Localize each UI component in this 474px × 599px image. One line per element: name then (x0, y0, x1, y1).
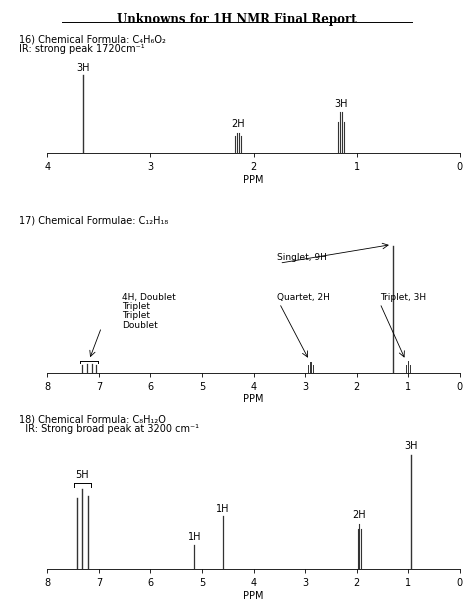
Text: Singlet, 9H: Singlet, 9H (277, 253, 327, 262)
Text: 1H: 1H (188, 532, 201, 542)
Text: Quartet, 2H: Quartet, 2H (277, 292, 329, 301)
X-axis label: PPM: PPM (243, 591, 264, 599)
Text: 16) Chemical Formula: C₄H₆O₂: 16) Chemical Formula: C₄H₆O₂ (19, 35, 166, 45)
Text: IR: strong peak 1720cm⁻¹: IR: strong peak 1720cm⁻¹ (19, 44, 145, 55)
Text: Triplet: Triplet (122, 311, 150, 320)
X-axis label: PPM: PPM (243, 174, 264, 184)
Text: 3H: 3H (404, 441, 418, 452)
Text: 3H: 3H (335, 99, 348, 109)
Text: 1H: 1H (216, 504, 229, 514)
Text: 3H: 3H (77, 63, 90, 73)
Text: Triplet: Triplet (122, 302, 150, 311)
Text: 17) Chemical Formulae: C₁₂H₁₈: 17) Chemical Formulae: C₁₂H₁₈ (19, 216, 168, 226)
Text: 5H: 5H (76, 470, 89, 480)
Text: 2H: 2H (231, 119, 245, 129)
Text: Unknowns for 1H NMR Final Report: Unknowns for 1H NMR Final Report (117, 13, 357, 26)
Text: IR: Strong broad peak at 3200 cm⁻¹: IR: Strong broad peak at 3200 cm⁻¹ (19, 424, 199, 434)
Text: Doublet: Doublet (122, 320, 158, 329)
Text: Triplet, 3H: Triplet, 3H (380, 292, 426, 301)
Text: 18) Chemical Formula: C₈H₁₂O: 18) Chemical Formula: C₈H₁₂O (19, 415, 166, 425)
X-axis label: PPM: PPM (243, 394, 264, 404)
Text: 4H, Doublet: 4H, Doublet (122, 292, 176, 301)
Text: 2H: 2H (353, 510, 366, 520)
